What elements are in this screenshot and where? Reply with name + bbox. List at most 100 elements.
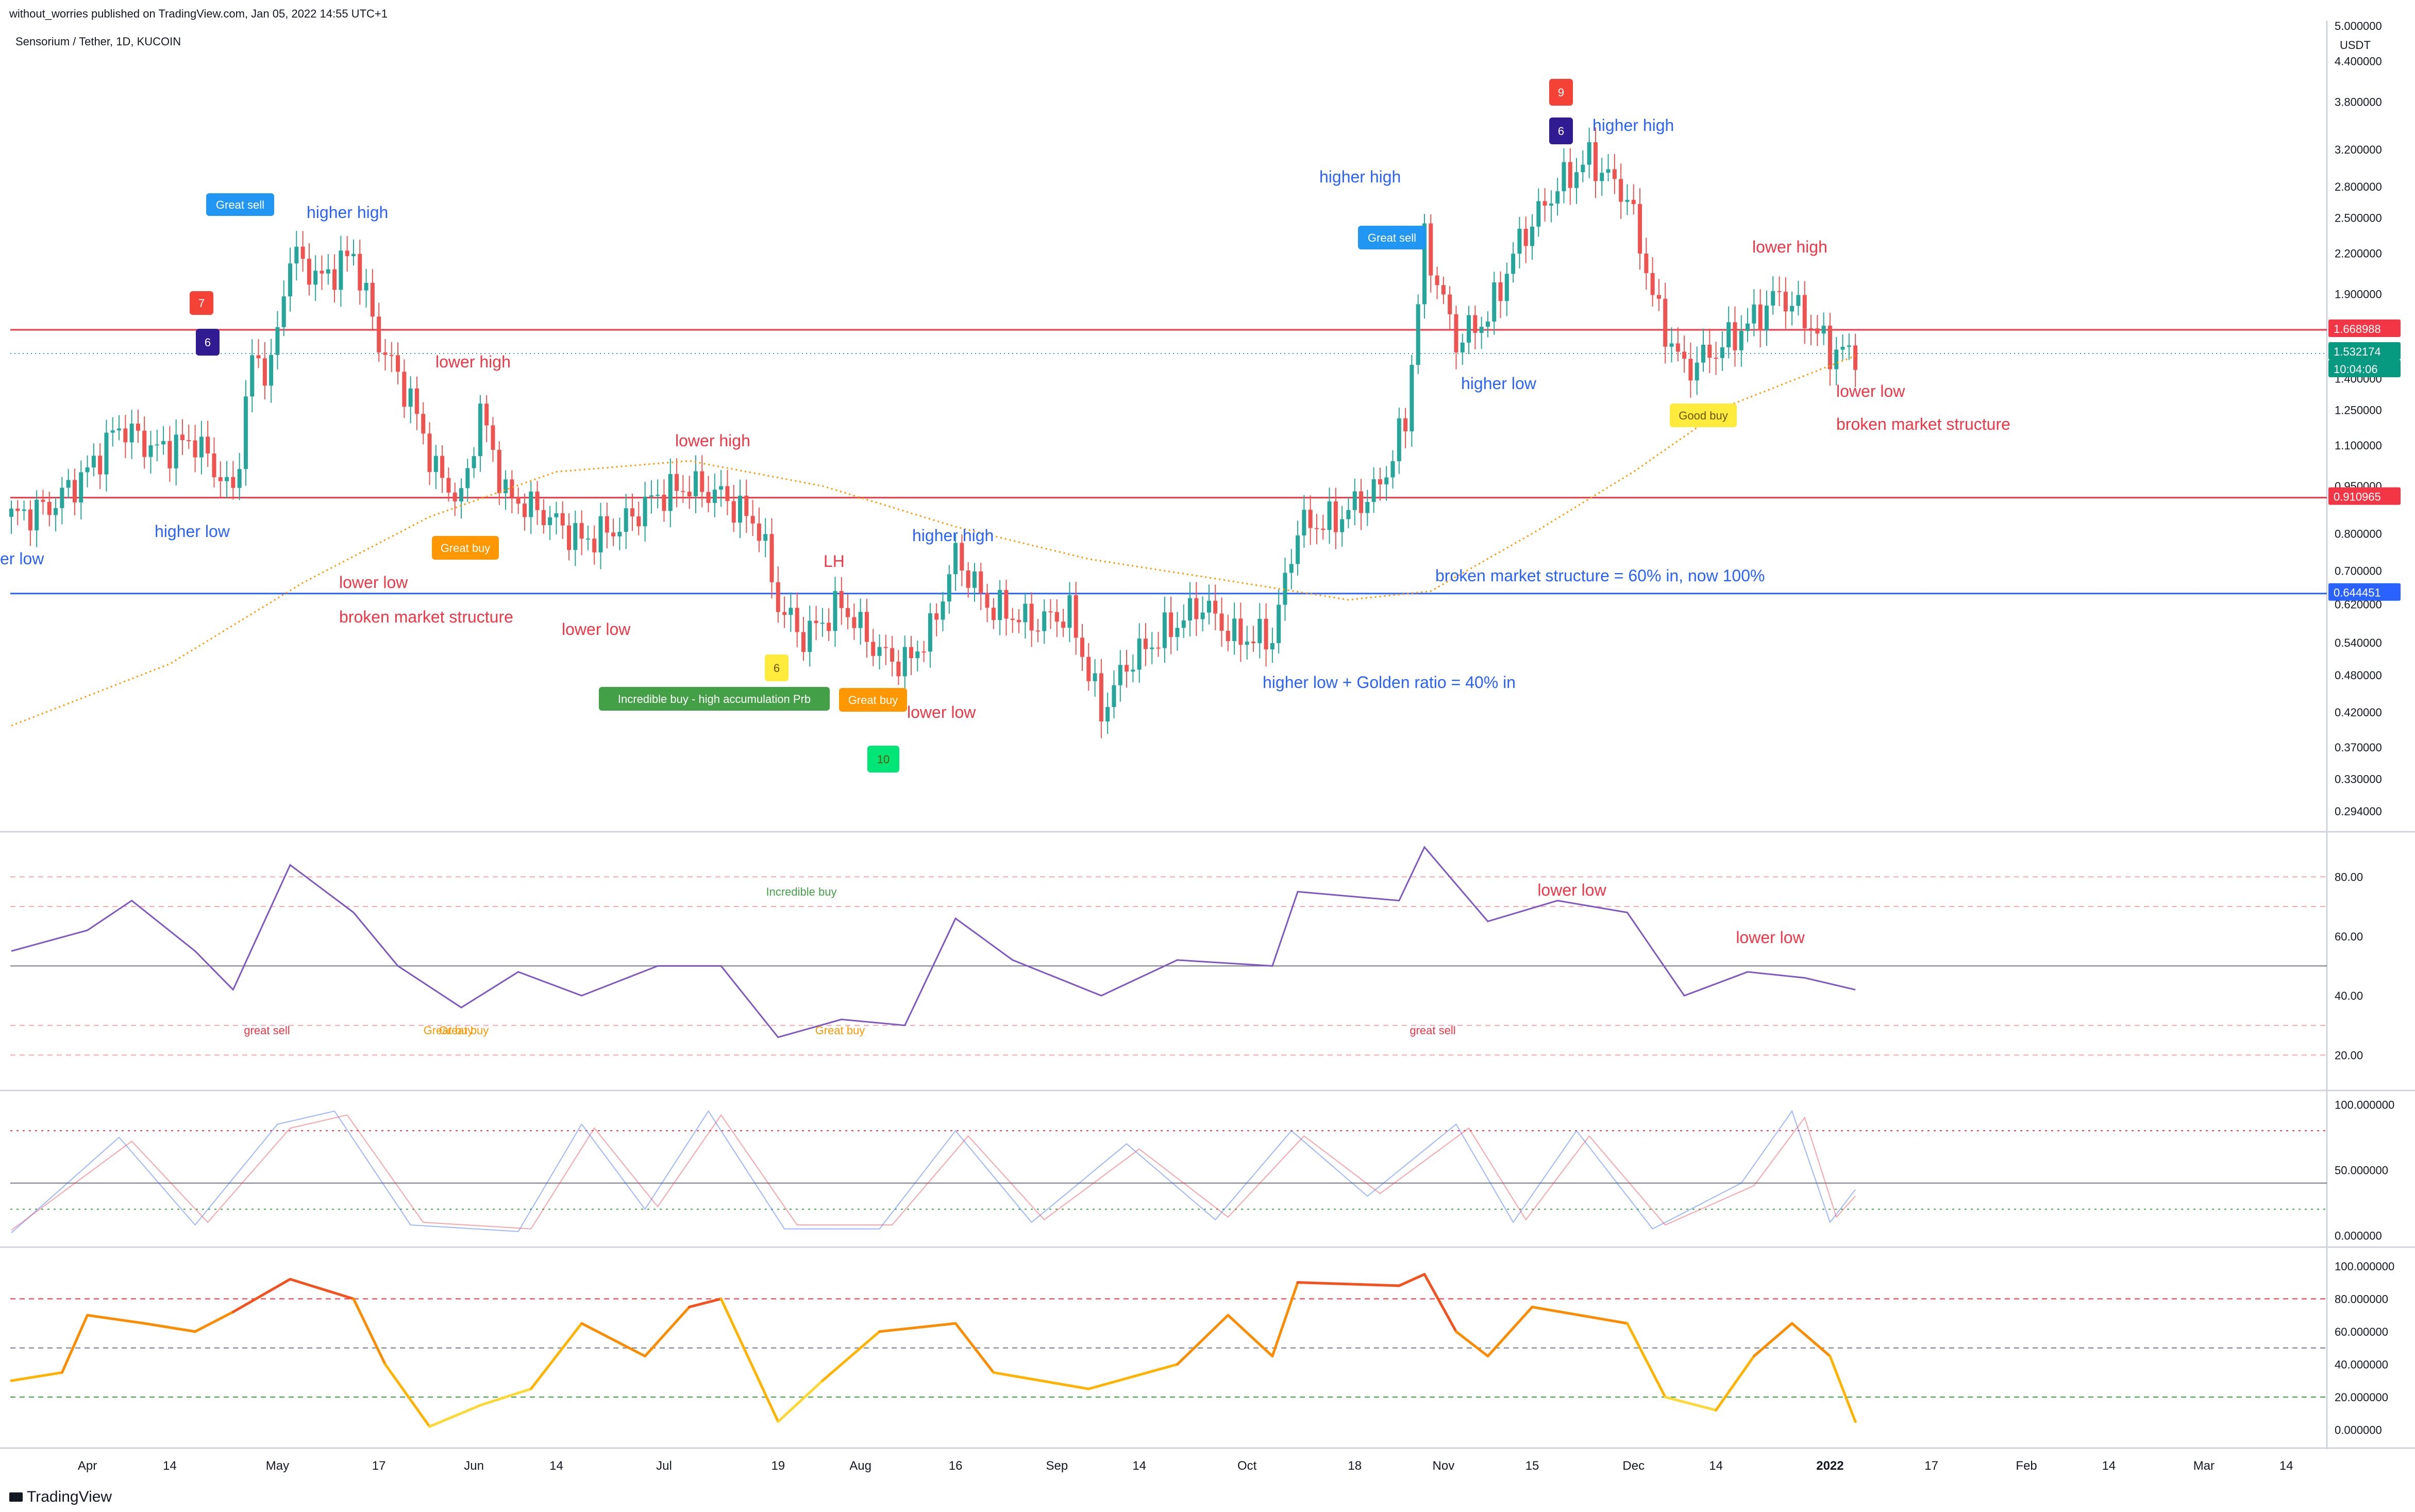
candle-body bbox=[1688, 359, 1693, 381]
time-tick-label: 14 bbox=[549, 1459, 563, 1473]
candle-body bbox=[1625, 199, 1630, 202]
candle-body bbox=[1403, 418, 1408, 432]
price-label-box bbox=[2328, 487, 2401, 505]
chart-annotation: LH bbox=[824, 552, 845, 570]
candle-body bbox=[636, 516, 641, 527]
candle-body bbox=[1074, 595, 1078, 638]
candle-body bbox=[1029, 603, 1034, 631]
price-label-box bbox=[2328, 360, 2401, 378]
osc-line-segment bbox=[777, 1379, 824, 1423]
candle-body bbox=[915, 651, 920, 658]
time-tick-label: Jul bbox=[656, 1459, 672, 1473]
osc-line-segment bbox=[194, 1311, 234, 1333]
chart-annotation: broken market structure bbox=[339, 608, 513, 626]
signal-badge-label: 6 bbox=[1558, 125, 1564, 138]
candle-body bbox=[1283, 573, 1287, 605]
candle-body bbox=[433, 456, 438, 472]
candle-body bbox=[769, 534, 774, 582]
candle-body bbox=[529, 491, 533, 517]
candle-body bbox=[402, 372, 407, 407]
candle-body bbox=[871, 642, 876, 656]
price-tick-label: 0.294000 bbox=[2335, 805, 2382, 818]
symbol-title[interactable]: Sensorium / Tether, 1D, KUCOIN bbox=[15, 35, 181, 48]
candle-body bbox=[288, 263, 293, 297]
time-tick-label: 14 bbox=[163, 1459, 177, 1473]
chart-annotation: lower low bbox=[339, 573, 408, 592]
rsi-label: lower low bbox=[1537, 881, 1606, 899]
candle-body bbox=[1638, 204, 1642, 254]
candle-body bbox=[1150, 647, 1154, 649]
candle-body bbox=[307, 259, 311, 285]
candle-body bbox=[1308, 510, 1313, 528]
osc-line-segment bbox=[383, 1363, 431, 1428]
candle-body bbox=[1714, 358, 1718, 359]
candle-body bbox=[1656, 295, 1661, 299]
signal-badge-label: 7 bbox=[198, 297, 205, 310]
candle-body bbox=[351, 254, 356, 256]
candle-body bbox=[757, 523, 761, 541]
candle-body bbox=[1454, 314, 1458, 352]
osc-tick-label: 20.000000 bbox=[2335, 1391, 2388, 1404]
candle-body bbox=[1238, 618, 1243, 645]
candle-body bbox=[1517, 228, 1522, 254]
candle-body bbox=[174, 434, 178, 468]
candle-body bbox=[776, 582, 780, 612]
candle-body bbox=[522, 503, 527, 517]
candle-body bbox=[516, 497, 521, 504]
candle-body bbox=[193, 440, 197, 458]
candle-body bbox=[820, 623, 825, 624]
candle-body bbox=[789, 608, 793, 615]
candle-body bbox=[731, 501, 736, 523]
candle-body bbox=[611, 532, 616, 536]
candle-body bbox=[839, 591, 844, 608]
osc-line-segment bbox=[479, 1387, 532, 1407]
chart-annotation: higher high bbox=[307, 203, 388, 222]
candle-body bbox=[548, 517, 552, 525]
tradingview-footer[interactable]: TradingView bbox=[9, 1488, 112, 1506]
candle-body bbox=[1257, 618, 1262, 644]
osc-line-segment bbox=[231, 1278, 292, 1314]
stoch-tick-label: 50.000000 bbox=[2335, 1164, 2388, 1177]
candle-body bbox=[256, 355, 261, 359]
candle-body bbox=[72, 480, 77, 502]
osc-line-segment bbox=[580, 1322, 647, 1358]
candle-body bbox=[795, 608, 799, 632]
osc-line-segment bbox=[1423, 1273, 1457, 1333]
rsi-tick-label: 60.00 bbox=[2335, 930, 2363, 943]
chart-annotation: higher low + Golden ratio = 40% in bbox=[1263, 673, 1516, 692]
candle-body bbox=[110, 430, 115, 433]
osc-line-segment bbox=[688, 1297, 723, 1308]
rsi-tick-label: 80.00 bbox=[2335, 870, 2363, 883]
candle-body bbox=[1010, 618, 1015, 620]
candle-body bbox=[808, 620, 812, 652]
osc-tick-label: 80.000000 bbox=[2335, 1292, 2388, 1305]
candle-body bbox=[1023, 603, 1028, 623]
candle-body bbox=[484, 404, 489, 426]
candle-body bbox=[465, 468, 470, 489]
candle-body bbox=[846, 608, 850, 617]
candle-body bbox=[1530, 226, 1535, 246]
candle-body bbox=[1574, 172, 1579, 188]
candle-body bbox=[85, 467, 90, 473]
candle-body bbox=[9, 508, 13, 517]
osc-line-segment bbox=[1296, 1281, 1401, 1287]
candle-body bbox=[1796, 295, 1801, 306]
candle-body bbox=[1485, 322, 1490, 327]
candle-body bbox=[60, 488, 64, 508]
candle-body bbox=[1720, 347, 1724, 358]
candle-body bbox=[1726, 322, 1731, 347]
candle-body bbox=[199, 436, 204, 458]
rsi-label: Great buy bbox=[815, 1024, 865, 1037]
candle-body bbox=[281, 296, 286, 327]
signal-badge-label: 10 bbox=[877, 753, 890, 766]
candle-body bbox=[1302, 510, 1306, 536]
candle-body bbox=[1593, 142, 1598, 181]
osc-line-segment bbox=[878, 1322, 957, 1333]
chart-annotation: er low bbox=[0, 549, 44, 568]
candle-body bbox=[1441, 285, 1446, 295]
candle-body bbox=[504, 479, 508, 493]
candle-body bbox=[377, 316, 381, 352]
osc-tick-label: 0.000000 bbox=[2335, 1424, 2382, 1437]
candle-body bbox=[313, 271, 318, 285]
